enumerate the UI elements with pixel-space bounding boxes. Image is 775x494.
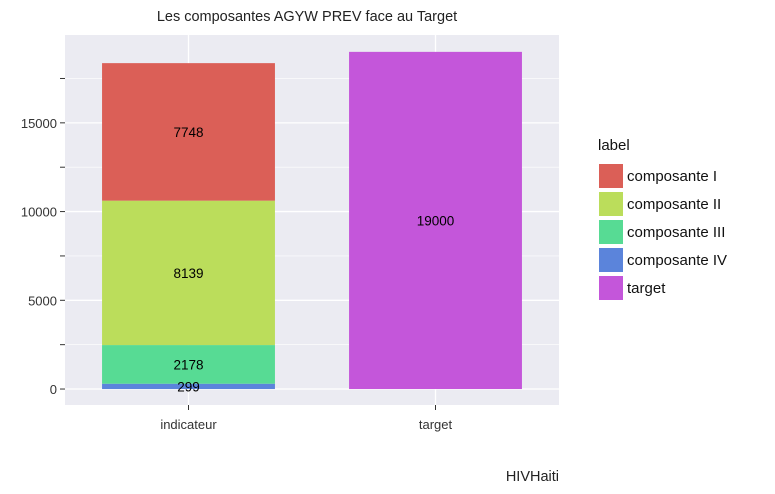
bar-segment xyxy=(349,51,522,390)
legend-label: composante I xyxy=(627,168,717,185)
legend-label: target xyxy=(627,280,666,297)
legend-swatch xyxy=(599,192,623,216)
legend: label composante I composante II composant… xyxy=(598,137,727,300)
data-label: 7748 xyxy=(173,125,203,140)
legend-swatch xyxy=(599,248,623,272)
bar-segment xyxy=(102,345,275,384)
legend-title: label xyxy=(598,137,630,154)
data-label: 8139 xyxy=(173,266,203,281)
data-label: 2178 xyxy=(173,357,203,372)
bar-segment xyxy=(102,200,275,346)
y-tick-label: 0 xyxy=(50,382,57,397)
data-labels: 299 2178 8139 7748 19000 xyxy=(173,125,454,394)
legend-label: composante II xyxy=(627,196,721,213)
chart-caption: HIVHaiti xyxy=(506,469,559,485)
legend-swatch xyxy=(599,276,623,300)
data-label: 19000 xyxy=(417,213,455,228)
y-tick-label: 10000 xyxy=(21,205,57,220)
legend-label: composante III xyxy=(627,224,725,241)
y-tick-label: 15000 xyxy=(21,116,57,131)
legend-swatch xyxy=(599,220,623,244)
data-label: 299 xyxy=(177,379,200,394)
bar-segment xyxy=(102,63,275,201)
x-axis: indicateur target xyxy=(160,405,453,432)
x-tick-label: target xyxy=(419,417,453,432)
bars xyxy=(102,51,522,390)
legend-swatch xyxy=(599,164,623,188)
y-axis: 0 5000 10000 15000 xyxy=(21,77,65,397)
bar-segment xyxy=(102,383,275,390)
chart-title: Les composantes AGYW PREV face au Target xyxy=(157,9,457,25)
y-tick-label: 5000 xyxy=(28,293,57,308)
legend-label: composante IV xyxy=(627,252,727,269)
x-tick-label: indicateur xyxy=(160,417,217,432)
